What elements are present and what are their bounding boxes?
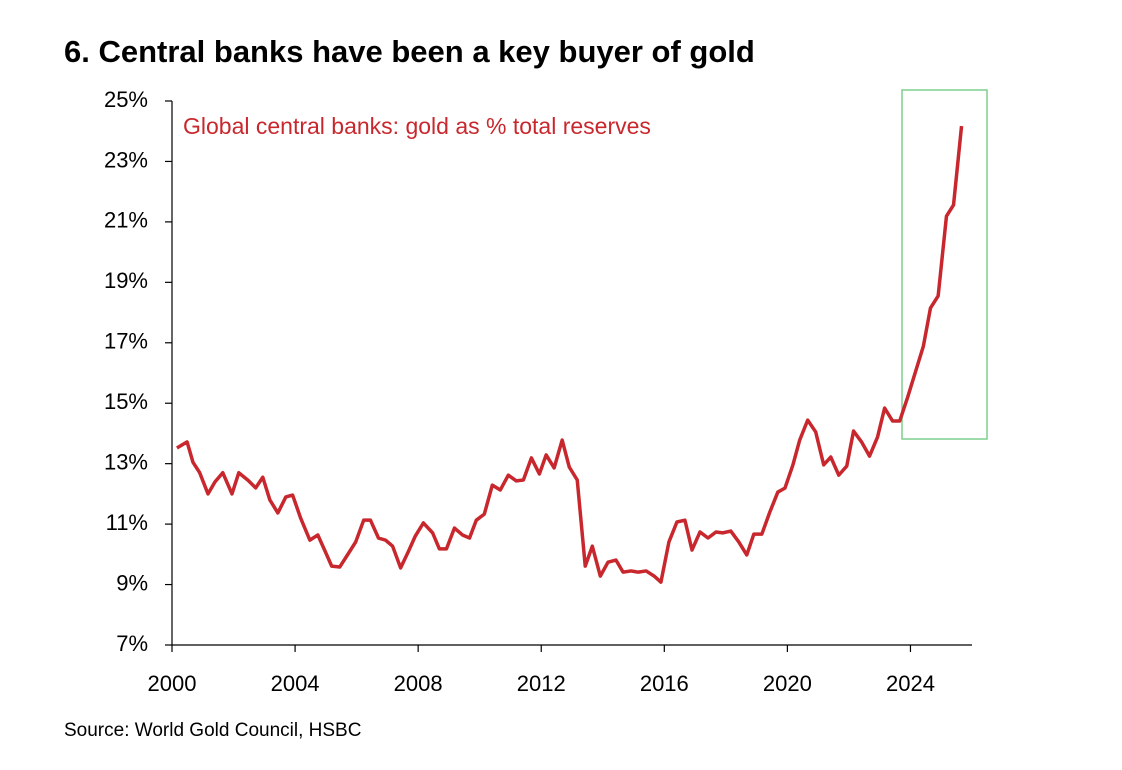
legend-label: Global central banks: gold as % total re… [183,113,651,139]
highlight-box [901,89,988,440]
x-tick-label: 2004 [271,671,320,696]
y-tick-label: 19% [104,268,148,293]
chart-title: 6. Central banks have been a key buyer o… [64,34,755,69]
data-line [176,125,964,584]
y-tick-label: 15% [104,389,148,414]
x-tick-label: 2012 [517,671,566,696]
y-tick-label: 21% [104,208,148,233]
y-tick-label: 13% [104,449,148,474]
x-tick-label: 2016 [640,671,689,696]
y-tick-label: 9% [116,570,148,595]
y-tick-label: 23% [104,147,148,172]
source-note: Source: World Gold Council, HSBC [64,720,361,741]
x-tick-label: 2008 [394,671,443,696]
y-tick-label: 7% [116,631,148,656]
y-tick-label: 11% [106,510,148,535]
y-tick-label: 25% [104,87,148,112]
y-tick-label: 17% [104,329,148,354]
x-tick-label: 2020 [763,671,812,696]
x-tick-label: 2024 [886,671,935,696]
x-tick-label: 2000 [148,671,197,696]
